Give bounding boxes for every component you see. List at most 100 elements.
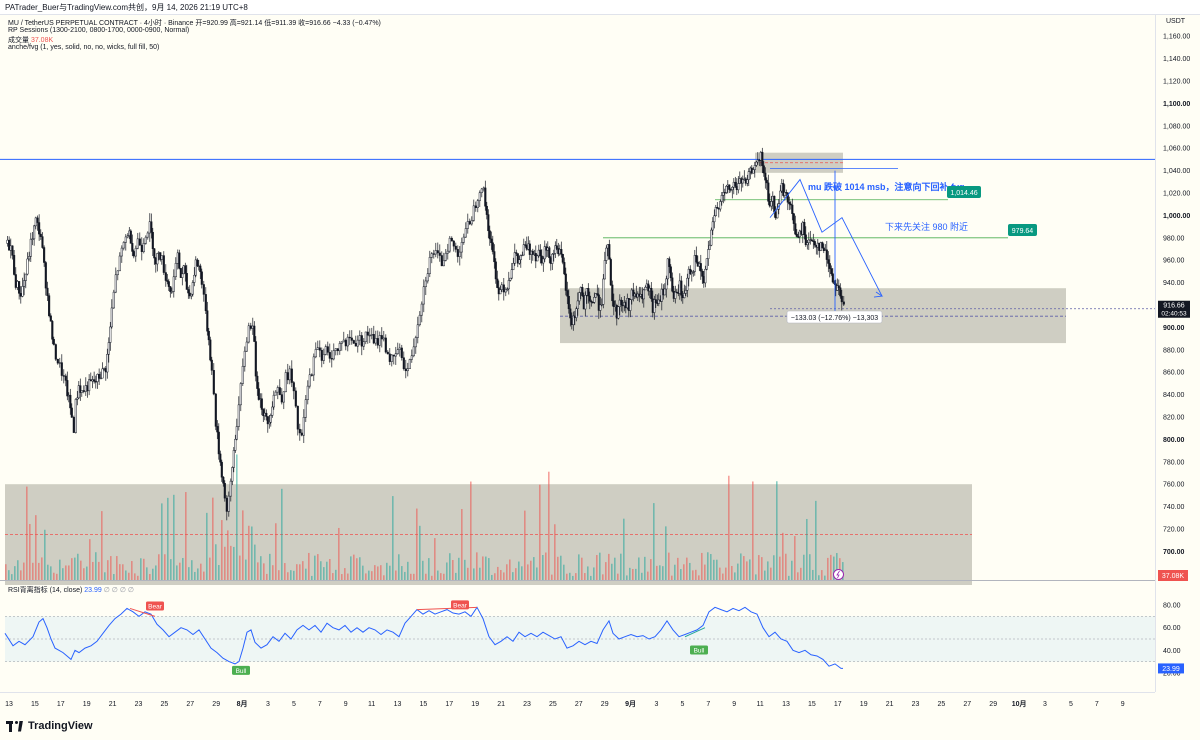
candle-body	[86, 385, 89, 392]
volume-bar	[314, 555, 316, 580]
candle-body	[382, 337, 385, 340]
candle-body	[227, 495, 230, 512]
candle-body	[684, 290, 687, 294]
candle-body	[348, 336, 351, 339]
tradingview-logo[interactable]: TradingView	[6, 718, 93, 734]
volume-bar	[47, 564, 49, 580]
candle-body	[388, 353, 391, 362]
candle-body	[256, 375, 259, 389]
volume-bar	[629, 567, 631, 580]
candle-body	[755, 161, 758, 166]
volume-bar	[152, 568, 154, 580]
volume-bar	[266, 573, 268, 580]
candle-body	[390, 354, 393, 362]
candle-body	[404, 368, 407, 372]
volume-bar	[524, 510, 526, 580]
volume-bar	[137, 575, 139, 580]
candle-body	[254, 341, 257, 377]
volume-bar	[830, 554, 832, 580]
candle-body	[792, 213, 795, 224]
candle-body	[490, 238, 493, 243]
volume-bar	[188, 567, 190, 580]
candle-body	[386, 351, 389, 355]
candle-body	[70, 407, 73, 418]
price-tick-label: 960.00	[1163, 258, 1185, 265]
volume-bar	[227, 530, 229, 580]
candle-body	[210, 359, 213, 371]
volume-bar	[368, 570, 370, 580]
candle-body	[243, 350, 246, 367]
volume-bar	[584, 573, 586, 580]
candle-body	[328, 352, 331, 359]
volume-bar	[503, 572, 505, 580]
candle-body	[416, 324, 419, 338]
candle-body	[241, 365, 244, 384]
volume-bar	[602, 574, 604, 580]
volume-bar	[413, 573, 415, 580]
candle-body	[458, 251, 461, 257]
volume-bar	[620, 553, 622, 580]
candle-body	[112, 291, 115, 309]
candle-body	[294, 390, 297, 407]
volume-bar	[284, 563, 286, 580]
candle-body	[24, 273, 27, 281]
candle-body	[660, 288, 663, 302]
candle-body	[446, 250, 449, 254]
volume-bar	[686, 557, 688, 580]
volume-bar	[815, 500, 817, 580]
candle-body	[452, 240, 455, 247]
candle-body	[19, 293, 22, 297]
candle-body	[271, 406, 274, 416]
volume-bar	[26, 486, 28, 580]
volume-bar	[92, 561, 94, 580]
time-tick-label: 27	[963, 701, 971, 708]
candle-body	[392, 354, 395, 357]
volume-bar	[191, 560, 193, 580]
candle-body	[310, 374, 313, 376]
candle-body	[178, 252, 181, 269]
price-tick-label: 940.00	[1163, 280, 1185, 287]
divergence-bull-badge	[232, 665, 250, 675]
volume-bar	[431, 575, 433, 580]
volume-badge-value: 37.08K	[1162, 573, 1185, 580]
time-tick-label: 3	[1043, 701, 1047, 708]
candles-layer	[6, 147, 845, 521]
candle-body	[33, 225, 36, 240]
candle-body	[396, 349, 399, 354]
volume-bar	[347, 573, 349, 580]
volume-bar	[824, 575, 826, 580]
candle-body	[280, 394, 283, 403]
volume-bar	[449, 553, 451, 580]
volume-bar	[197, 568, 199, 580]
price-tick-label: 700.00	[1163, 549, 1185, 556]
volume-bar	[89, 539, 91, 580]
volume-bar	[401, 566, 403, 580]
candle-body	[156, 253, 159, 265]
volume-bar	[749, 559, 751, 580]
volume-bar	[725, 567, 727, 580]
candle-body	[360, 335, 363, 347]
candle-body	[140, 244, 143, 252]
volume-bar	[56, 573, 58, 580]
candle-body	[572, 315, 575, 325]
volume-bar	[485, 556, 487, 580]
candle-body	[791, 204, 794, 214]
time-tick-label: 9	[732, 701, 736, 708]
candle-body	[406, 368, 409, 372]
volume-bar	[74, 557, 76, 580]
candle-body	[34, 217, 37, 227]
price-tick-label: 760.00	[1163, 482, 1185, 489]
candle-body	[462, 236, 465, 243]
candle-body	[560, 249, 563, 255]
candle-body	[542, 258, 545, 264]
candle-body	[669, 266, 672, 279]
candle-body	[765, 179, 768, 184]
candle-body	[38, 222, 41, 235]
candle-body	[194, 259, 197, 276]
volume-bar	[770, 567, 772, 580]
candle-body	[88, 379, 91, 392]
volume-bar	[497, 566, 499, 580]
candle-body	[334, 348, 337, 351]
volume-bar	[518, 561, 520, 580]
chart-svg[interactable]: −133.03 (−12.76%) −13,303 mu 跌破 1014 msb，…	[0, 14, 1200, 718]
